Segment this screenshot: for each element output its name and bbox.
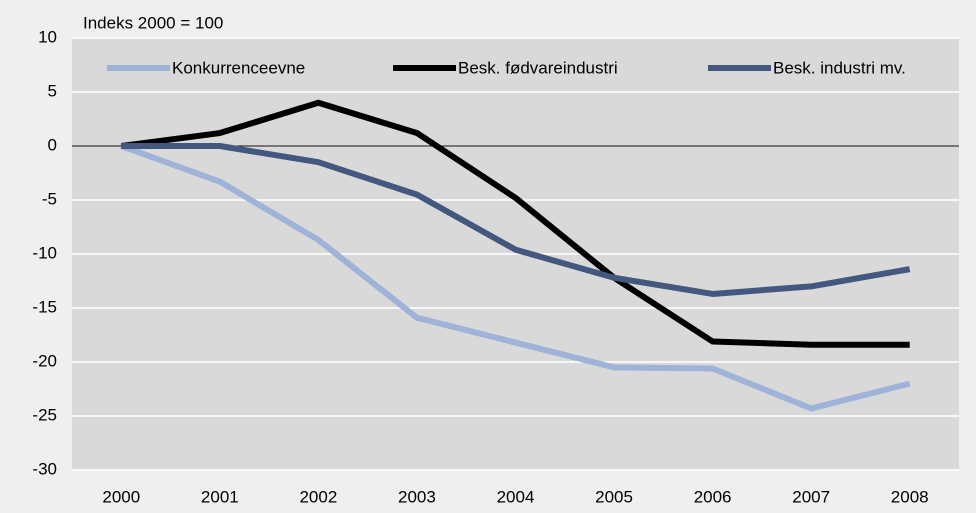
y-axis-label: Indeks 2000 = 100 bbox=[83, 13, 223, 32]
x-tick-label: 2000 bbox=[102, 487, 140, 506]
x-tick-label: 2008 bbox=[891, 487, 929, 506]
x-tick-label: 2006 bbox=[694, 487, 732, 506]
y-tick-label: -15 bbox=[32, 297, 57, 316]
y-tick-label: 5 bbox=[48, 81, 57, 100]
series-line bbox=[121, 143, 911, 297]
x-tick-label: 2004 bbox=[497, 487, 535, 506]
series-line bbox=[120, 99, 910, 348]
legend-label: Besk. fødvareindustri bbox=[458, 58, 618, 77]
series-line bbox=[120, 143, 911, 412]
y-tick-label: 0 bbox=[48, 135, 57, 154]
x-tick-label: 2001 bbox=[201, 487, 239, 506]
legend-label: Konkurrenceevne bbox=[172, 58, 305, 77]
y-tick-label: -25 bbox=[32, 405, 57, 424]
y-tick-label: -10 bbox=[32, 243, 57, 262]
x-tick-label: 2005 bbox=[595, 487, 633, 506]
y-tick-label: -30 bbox=[32, 459, 57, 478]
y-tick-label: 10 bbox=[38, 27, 57, 46]
y-tick-label: -5 bbox=[42, 189, 57, 208]
x-tick-label: 2002 bbox=[299, 487, 337, 506]
y-tick-label: -20 bbox=[32, 351, 57, 370]
x-tick-label: 2007 bbox=[792, 487, 830, 506]
legend-label: Besk. industri mv. bbox=[773, 58, 906, 77]
x-tick-label: 2003 bbox=[398, 487, 436, 506]
